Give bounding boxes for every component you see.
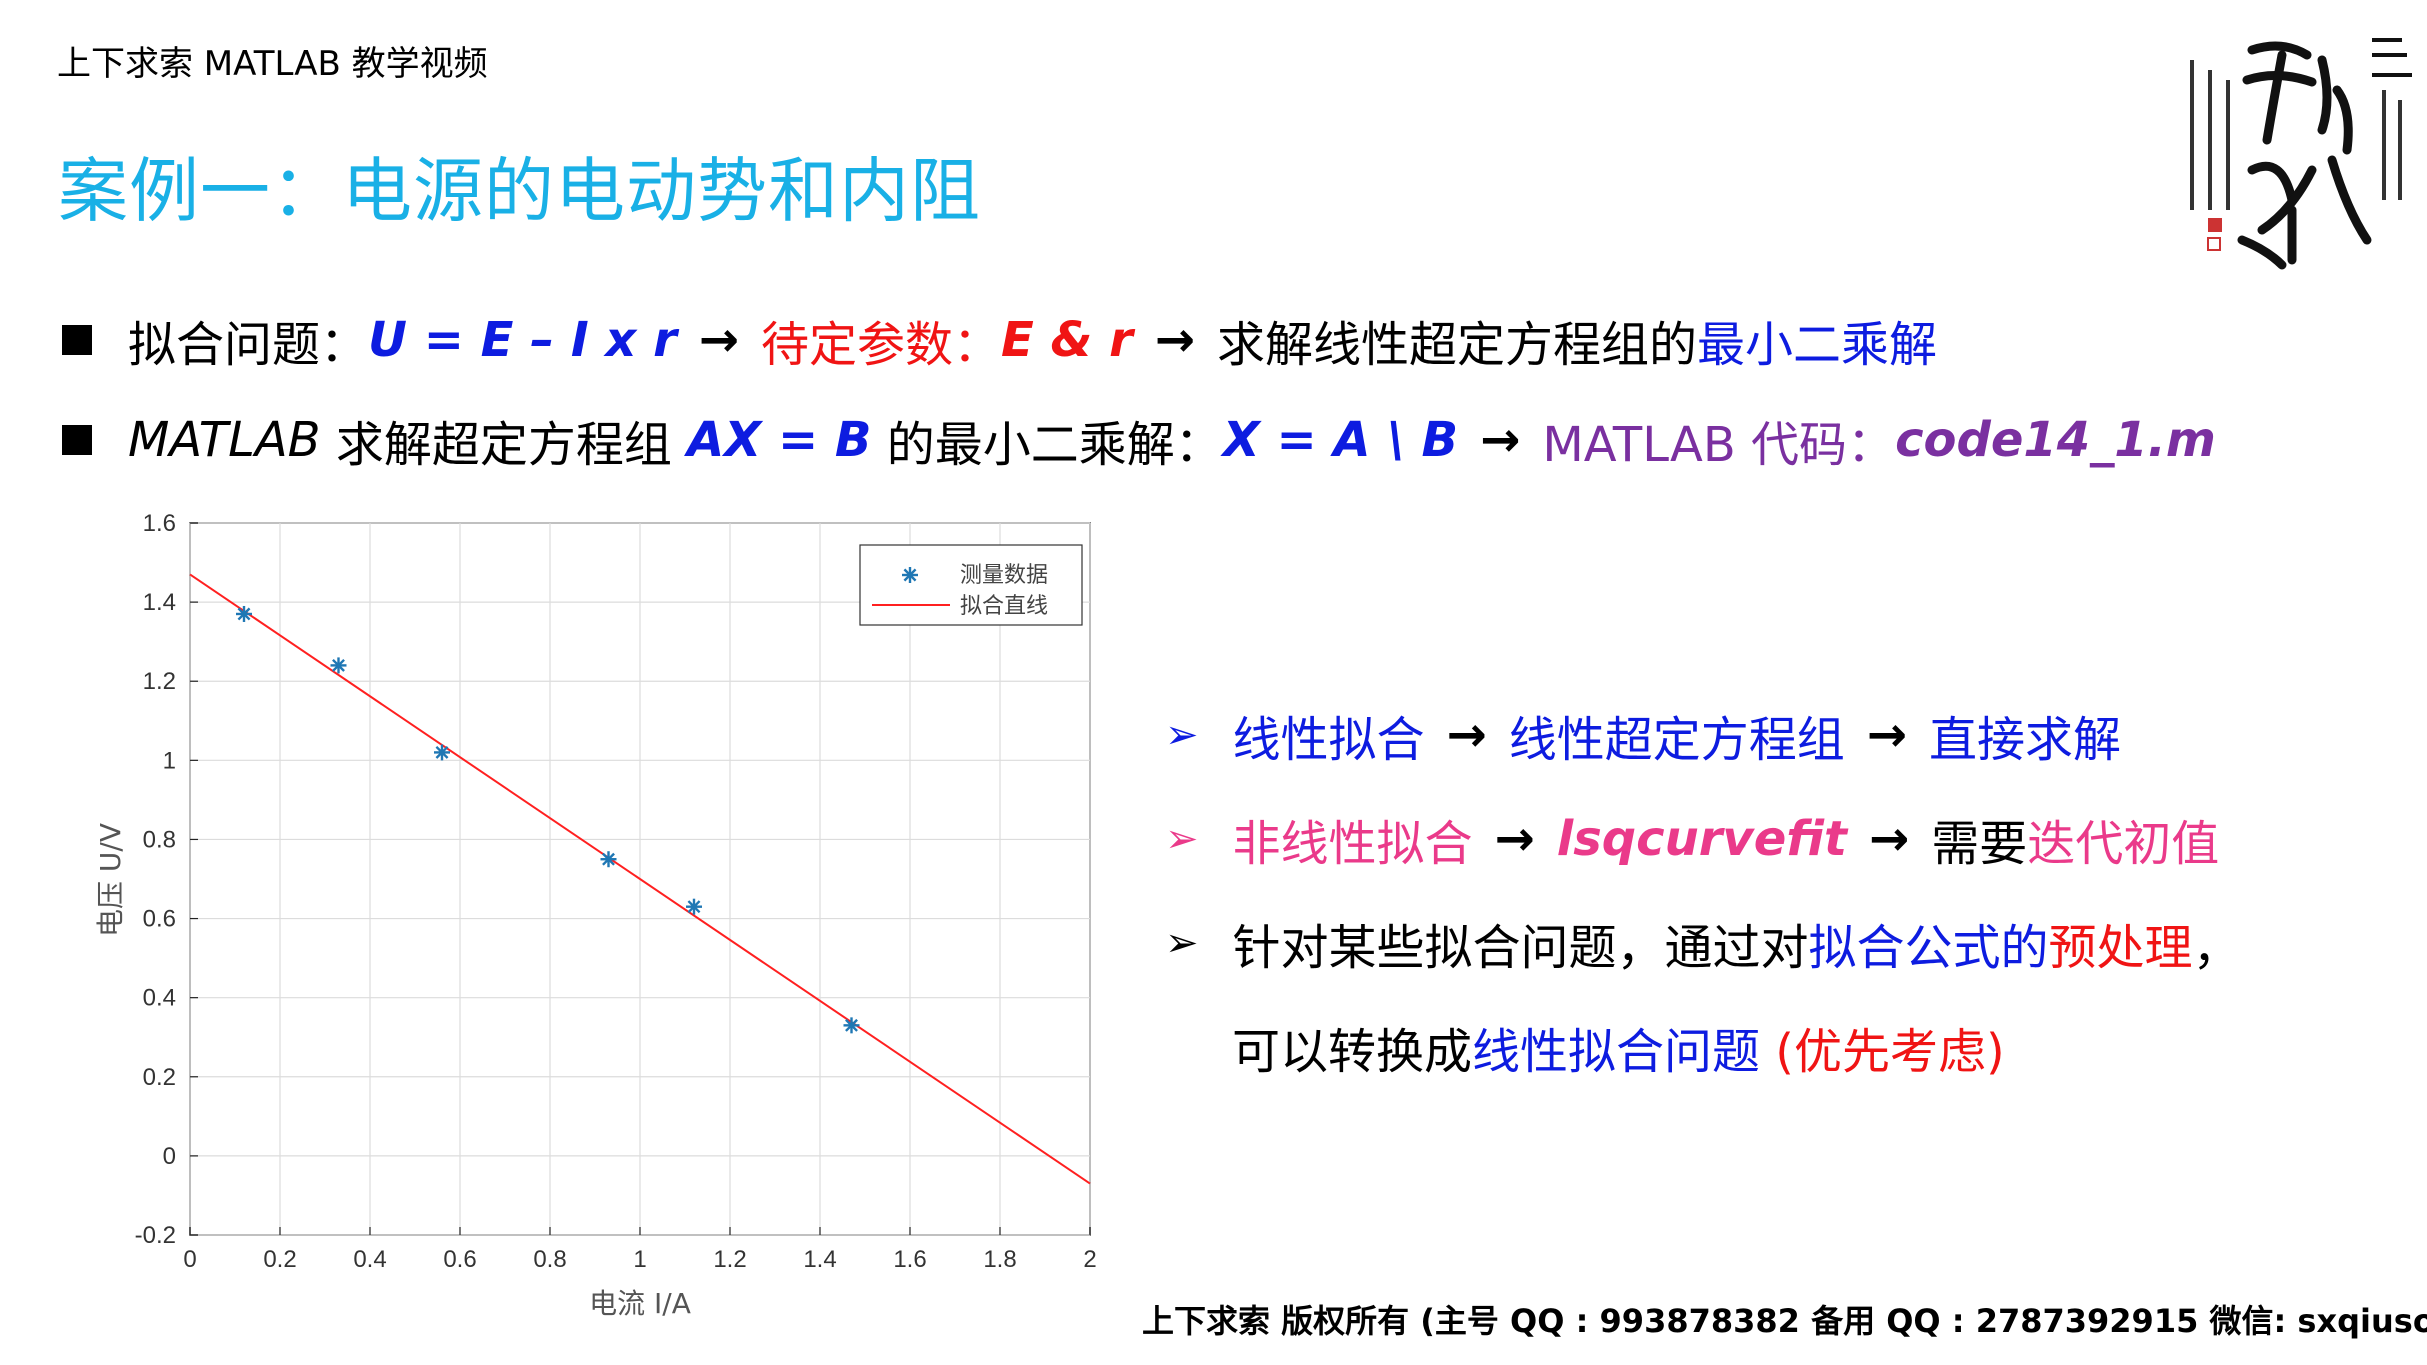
model-formula: U = E – I x r — [368, 312, 677, 368]
fitting-problem-label: 拟合问题： — [128, 317, 369, 373]
params-value: E & r — [1001, 312, 1133, 368]
list-item-nonlinear-fit: ➢ 非线性拟合 → lsqcurvefit → 需要 迭代初值 — [1165, 804, 2219, 874]
x-axis-label: 电流 I/A — [589, 1287, 691, 1320]
y-tick-label-8: 1.4 — [143, 589, 176, 616]
arrow-right-icon: → — [1869, 811, 1910, 867]
arrow-right-icon: → — [1480, 412, 1521, 468]
initial-value-text: 迭代初值 — [2027, 816, 2220, 872]
x-tick-label-8: 1.6 — [893, 1246, 926, 1273]
fit-chart: 0 0.2 0.4 0.6 0.8 1 1.2 1.4 1.6 1.8 2 -0.2 0 0.2 0.4 0.… — [94, 510, 1097, 1320]
x-tick-label-7: 1.4 — [803, 1246, 836, 1273]
x-tick-label-0: 0 — [183, 1246, 196, 1273]
arrowhead-bullet-icon: ➢ — [1165, 920, 1199, 966]
backslash-solution: X = A \ B — [1222, 412, 1459, 468]
list-item-preprocessing: ➢ 针对某些拟合问题，通过对 拟合公式的 预处理 ， — [1165, 908, 2241, 978]
need-text: 需要 — [1931, 816, 2028, 872]
code-file-name: code14_1.m — [1895, 412, 2216, 468]
data-point-0 — [236, 605, 252, 622]
grid-lines — [189, 522, 1091, 1236]
fit-formula-text: 拟合公式的 — [1808, 920, 2049, 976]
axis-ticks: 0 0.2 0.4 0.6 0.8 1 1.2 1.4 1.6 1.8 2 -0.2 0 0.2 0.4 0.… — [135, 510, 1097, 1273]
linear-fit-text: 线性拟合 — [1232, 712, 1425, 768]
y-tick-label-3: 0.4 — [143, 985, 176, 1012]
nonlinear-fit-text: 非线性拟合 — [1232, 816, 1473, 872]
list-item-convert-linear: 可以转换成 线性拟合问题 (优先考虑) — [1232, 1012, 2005, 1082]
matlab-code-label: MATLAB 代码： — [1542, 417, 1896, 473]
legend: 测量数据 拟合直线 — [859, 544, 1083, 626]
x-tick-label-9: 1.8 — [983, 1246, 1016, 1273]
arrowhead-bullet-icon: ➢ — [1165, 712, 1199, 758]
calligraphy-seal-logo — [2172, 20, 2420, 272]
data-point-5 — [843, 1017, 860, 1034]
header-label: 上下求索 MATLAB 教学视频 — [57, 44, 488, 84]
data-point-1 — [330, 657, 347, 674]
x-tick-label-3: 0.6 — [443, 1246, 476, 1273]
params-label: 待定参数： — [760, 317, 1001, 373]
y-tick-label-5: 0.8 — [143, 826, 176, 853]
data-point-4 — [686, 898, 702, 915]
legend-item-measured: 测量数据 — [960, 563, 1048, 588]
y-tick-label-4: 0.6 — [143, 906, 176, 933]
preprocessing-intro-text: 针对某些拟合问题，通过对 — [1232, 920, 1809, 976]
preprocessing-text: 预处理 — [2048, 920, 2193, 976]
x-tick-label-4: 0.8 — [533, 1246, 566, 1273]
legend-item-fit: 拟合直线 — [960, 594, 1048, 619]
y-tick-label-9: 1.6 — [143, 510, 176, 537]
least-squares-highlight: 最小二乘解 — [1696, 317, 1937, 373]
x-tick-label-2: 0.4 — [353, 1246, 386, 1273]
list-item-linear-fit: ➢ 线性拟合 → 线性超定方程组 → 直接求解 — [1165, 700, 2121, 770]
y-tick-label-0: -0.2 — [135, 1222, 176, 1249]
lsqcurvefit-text: lsqcurvefit — [1556, 811, 1847, 867]
square-bullet-icon — [62, 425, 92, 455]
legend-star-swatch — [902, 567, 918, 583]
direct-solve-text: 直接求解 — [1928, 712, 2121, 768]
arrow-right-icon: → — [698, 312, 739, 368]
system-equation: AX = B — [687, 412, 872, 468]
solve-overdetermined-text: 求解超定方程组 — [320, 417, 688, 473]
y-tick-label-7: 1.2 — [143, 668, 176, 695]
x-tick-label-6: 1.2 — [713, 1246, 746, 1273]
y-tick-label-1: 0 — [163, 1143, 176, 1170]
priority-text: (优先考虑) — [1760, 1024, 2005, 1080]
arrowhead-bullet-icon: ➢ — [1165, 816, 1199, 862]
arrow-right-icon: → — [1154, 312, 1195, 368]
x-tick-label-5: 1 — [633, 1246, 646, 1273]
data-point-3 — [600, 851, 617, 868]
linear-fit-problem-text: 线性拟合问题 — [1472, 1024, 1761, 1080]
convert-text: 可以转换成 — [1232, 1024, 1473, 1080]
y-axis-label: 电压 U/V — [94, 823, 127, 937]
y-tick-label-2: 0.2 — [143, 1064, 176, 1091]
copyright-footer: 上下求索 版权所有 (主号 QQ : 993878382 备用 QQ : 278… — [1142, 1302, 2427, 1340]
x-tick-label-1: 0.2 — [263, 1246, 296, 1273]
matlab-word: MATLAB — [128, 412, 321, 468]
y-tick-label-6: 1 — [163, 747, 176, 774]
slide-title: 案例一：电源的电动势和内阻 — [58, 150, 981, 232]
square-bullet-icon — [62, 325, 92, 355]
fit-line — [189, 573, 1091, 1185]
data-points — [236, 605, 860, 1034]
arrow-right-icon: → — [1866, 707, 1907, 763]
x-tick-label-10: 2 — [1083, 1246, 1096, 1273]
least-squares-text: 的最小二乘解： — [871, 417, 1223, 473]
arrow-right-icon: → — [1494, 811, 1535, 867]
arrow-right-icon: → — [1446, 707, 1487, 763]
data-point-2 — [434, 744, 450, 761]
bullet-matlab-solve: MATLAB 求解超定方程组 AX = B 的最小二乘解： X = A \ B … — [62, 405, 2216, 475]
comma-text: ， — [2192, 920, 2241, 976]
solve-text: 求解线性超定方程组的 — [1216, 317, 1697, 373]
bullet-fitting-problem: 拟合问题： U = E – I x r → 待定参数： E & r → 求解线性… — [62, 305, 1937, 375]
overdetermined-text: 线性超定方程组 — [1508, 712, 1845, 768]
